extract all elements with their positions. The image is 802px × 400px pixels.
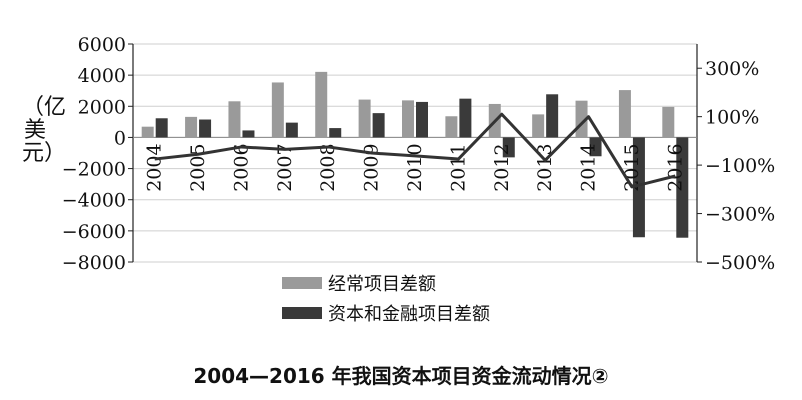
bar-current-account xyxy=(228,101,241,138)
legend-item-capital-account: 资本和金融项目差额 xyxy=(282,298,490,328)
bar-capital-account xyxy=(155,118,168,138)
y2-tick-label: 100% xyxy=(705,107,759,129)
x-tick-label: 2009 xyxy=(361,143,383,191)
bar-current-account xyxy=(445,116,458,138)
y-tick-label: −2000 xyxy=(62,159,126,181)
legend: 经常项目差额 资本和金融项目差额 xyxy=(282,268,490,328)
legend-swatch-current-account xyxy=(282,277,322,289)
x-tick-label: 2012 xyxy=(491,143,513,191)
y-axis-label: （亿美元） xyxy=(22,95,67,166)
bar-current-account xyxy=(532,114,545,138)
bar-capital-account xyxy=(632,137,645,238)
y2-tick-label: −500% xyxy=(705,252,775,274)
legend-item-current-account: 经常项目差额 xyxy=(282,268,490,298)
bar-capital-account xyxy=(502,137,515,158)
bar-capital-account xyxy=(459,98,472,138)
bar-current-account xyxy=(315,71,328,138)
bar-capital-account xyxy=(416,101,428,138)
bar-current-account xyxy=(618,90,631,138)
y2-tick-label: −300% xyxy=(705,204,775,226)
x-tick-label: 2008 xyxy=(317,143,339,191)
x-tick-label: 2004 xyxy=(144,143,166,191)
bar-capital-account xyxy=(329,128,342,138)
y-tick-label: 6000 xyxy=(78,34,126,56)
chart-title: 2004—2016 年我国资本项目资金流动情况② xyxy=(193,364,609,388)
x-tick-label: 2007 xyxy=(274,143,296,191)
bar-current-account xyxy=(662,106,675,138)
bar-current-account xyxy=(402,100,414,138)
y2-tick-label: −100% xyxy=(705,155,775,177)
y-tick-label: −8000 xyxy=(62,252,126,274)
y-tick-label: −6000 xyxy=(62,221,126,243)
x-tick-label: 2014 xyxy=(578,143,600,191)
bar-capital-account xyxy=(546,94,559,138)
y-axis-label-text: （亿美元） xyxy=(22,95,67,166)
y-tick-label: 0 xyxy=(114,127,126,149)
bar-current-account xyxy=(141,126,154,138)
bar-current-account xyxy=(358,99,371,138)
bar-capital-account xyxy=(285,122,298,138)
bar-capital-account xyxy=(372,113,385,138)
bar-current-account xyxy=(185,116,198,138)
x-tick-label: 2010 xyxy=(404,143,426,191)
y2-tick-label: 300% xyxy=(705,58,759,80)
x-tick-label: 2005 xyxy=(187,143,209,191)
y-tick-label: 2000 xyxy=(78,96,126,118)
y-tick-label: −4000 xyxy=(62,190,126,212)
x-tick-label: 2006 xyxy=(230,143,252,191)
legend-label-current-account: 经常项目差额 xyxy=(328,274,436,295)
y-tick-label: 4000 xyxy=(78,65,126,87)
legend-label-capital-account: 资本和金融项目差额 xyxy=(328,304,490,325)
bar-capital-account xyxy=(199,119,212,138)
legend-swatch-capital-account xyxy=(282,307,322,319)
bar-capital-account xyxy=(589,137,602,157)
bar-capital-account xyxy=(676,137,689,238)
bar-current-account xyxy=(271,82,284,138)
x-tick-label: 2016 xyxy=(664,143,686,191)
bar-capital-account xyxy=(242,130,255,138)
